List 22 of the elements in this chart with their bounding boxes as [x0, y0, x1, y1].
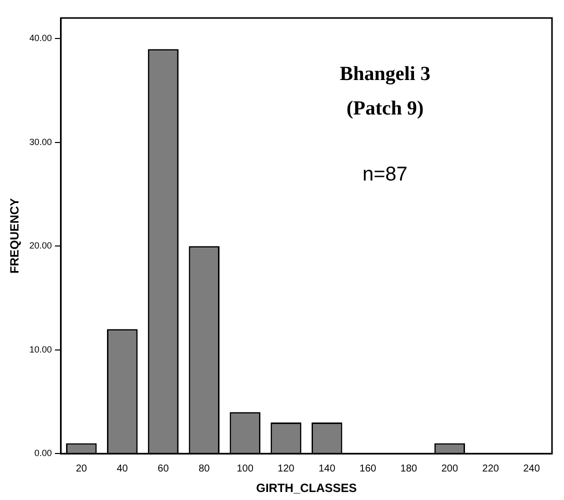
annotation: Bhangeli 3 [340, 62, 430, 85]
x-tick-label: 20 [76, 463, 88, 474]
x-tick-label: 160 [360, 463, 377, 474]
y-tick-label: 0.00 [34, 448, 52, 458]
y-tick-label: 40.00 [29, 33, 52, 44]
annotation: (Patch 9) [346, 98, 424, 120]
x-tick-label: 240 [523, 463, 540, 474]
x-tick-label: 120 [278, 463, 295, 474]
x-tick-label: 140 [318, 463, 336, 474]
y-axis-title: FREQUENCY [8, 198, 22, 274]
x-tick-label: 100 [236, 463, 254, 474]
x-tick-label: 60 [158, 463, 170, 474]
x-tick-label: 220 [482, 463, 500, 474]
x-tick-label: 180 [400, 463, 418, 474]
y-tick-label: 30.00 [29, 136, 52, 147]
x-tick-label: 80 [198, 463, 210, 474]
x-tick-label: 200 [441, 463, 458, 474]
y-tick-label: 10.00 [29, 344, 52, 354]
x-axis-title: GIRTH_CLASSES [256, 481, 357, 496]
x-tick-label: 40 [116, 463, 128, 474]
annotation: n=87 [362, 163, 408, 186]
y-tick-label: 20.00 [29, 240, 52, 251]
